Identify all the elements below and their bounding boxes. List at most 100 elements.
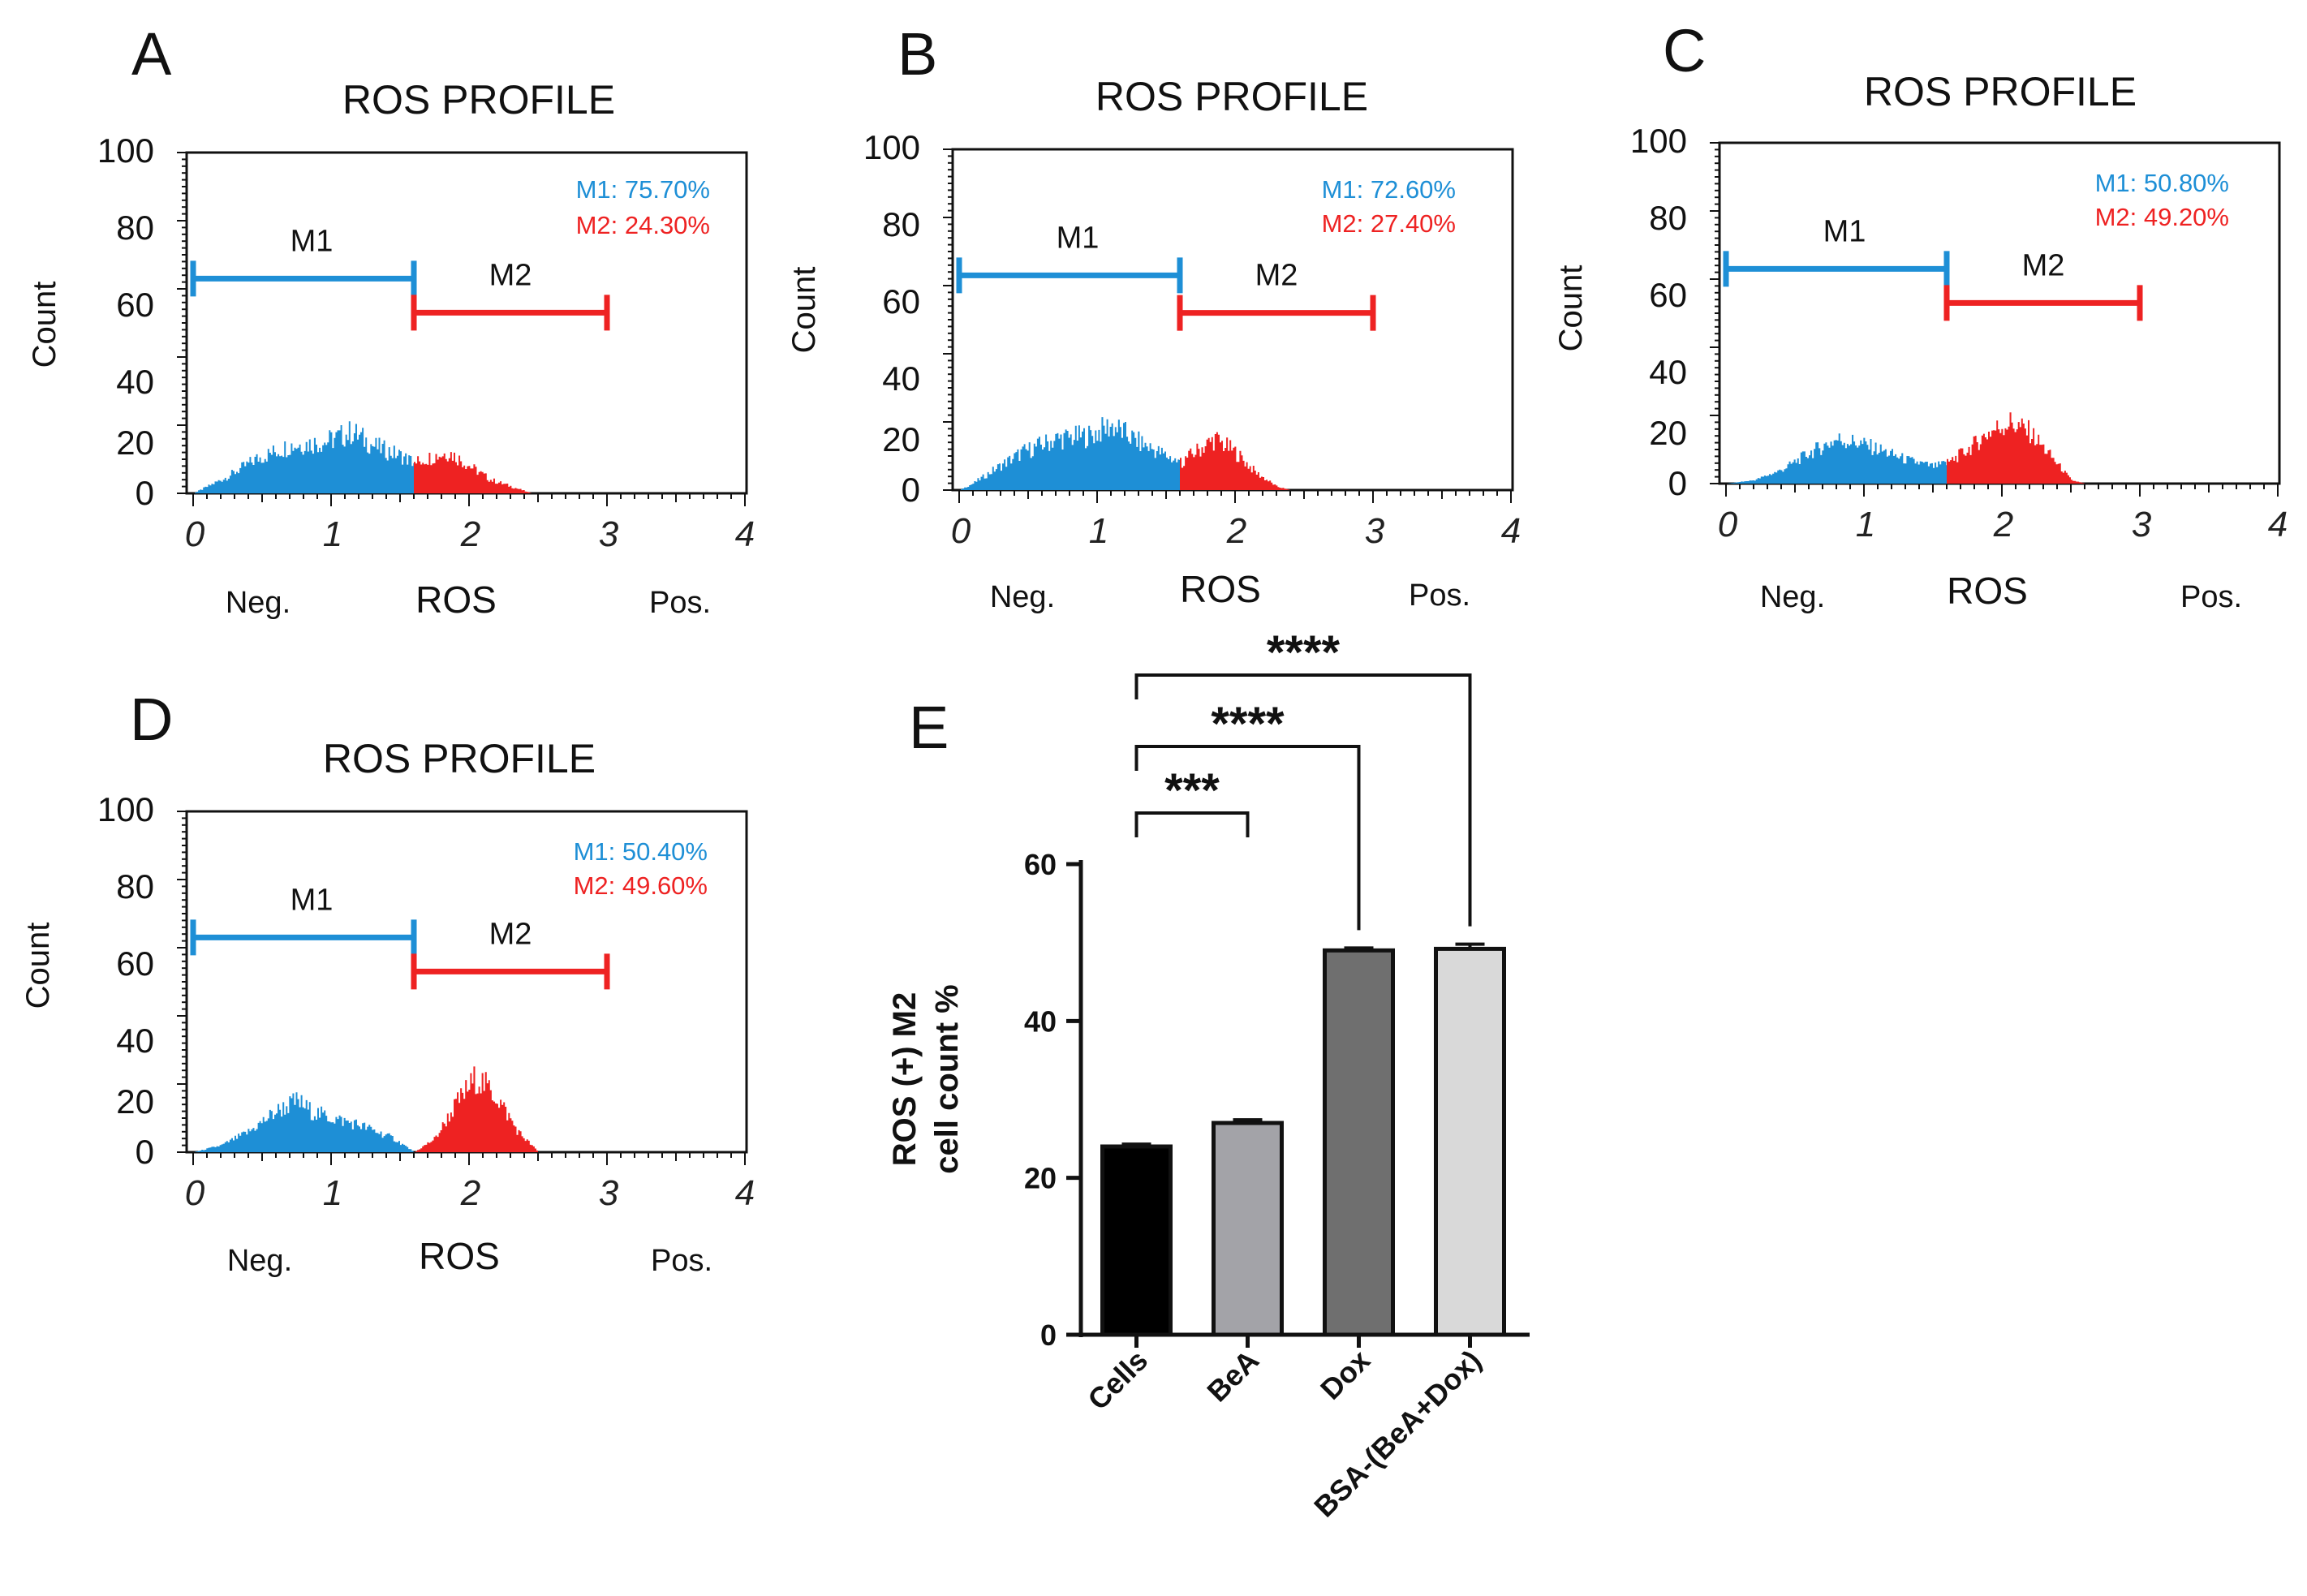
bars [1100, 942, 1506, 1337]
pos-label: Pos. [649, 586, 711, 620]
panel-e: E ROS (+) M2 cell count % 0 20 40 60 Cells B… [887, 626, 1530, 1524]
m1-percentage: M1: 75.70% [576, 175, 710, 204]
y-axis-label: Count [27, 282, 62, 368]
m2-percentage: M2: 24.30% [576, 211, 710, 239]
y-tick-label: 20 [882, 420, 920, 458]
m1-marker [956, 257, 1183, 294]
m2-histogram [414, 1066, 538, 1152]
y-tick-label: 80 [1649, 199, 1687, 237]
pos-label: Pos. [651, 1244, 712, 1278]
x-tick-label: 3 [2132, 505, 2152, 544]
chart-title: ROS PROFILE [1095, 74, 1368, 119]
x-tick-label: 0 [951, 511, 971, 551]
y-tick-label: 80 [116, 209, 154, 247]
m1-percentage: M1: 72.60% [1322, 175, 1456, 204]
x-tick-label: 4 [735, 1173, 755, 1213]
y-tick-label: 80 [882, 205, 920, 243]
m2-histogram [1180, 432, 1290, 490]
m1-histogram [1726, 433, 1947, 484]
y-tick-label: 20 [116, 424, 154, 462]
x-tick-label: 2 [1993, 505, 2013, 544]
plot-frame [185, 151, 748, 495]
x-tick-label: Dox [1314, 1344, 1376, 1406]
y-tick-label: 60 [116, 286, 154, 324]
m2-histogram [414, 452, 532, 493]
significance-brackets: *********** [1134, 626, 1472, 931]
x-tick-label: 3 [599, 1173, 619, 1213]
y-tick-label: 0 [1668, 464, 1687, 502]
pos-label: Pos. [1409, 579, 1470, 613]
x-tick-labels: 0 1 2 3 4 [1718, 505, 2288, 544]
y-tick-label: 40 [1024, 1004, 1057, 1038]
y-ticks: 0 20 40 60 [1024, 848, 1081, 1352]
histogram: M1 M2 [190, 224, 610, 493]
x-tick-label: 1 [323, 514, 342, 554]
y-tick-label: 40 [882, 359, 920, 398]
y-tick-labels: 100 80 60 40 20 0 [97, 790, 154, 1171]
x-tick-label: Cells [1081, 1344, 1154, 1417]
m1-histogram [193, 1092, 414, 1152]
y-tick-label: 60 [1649, 276, 1687, 314]
x-axis-label: ROS [419, 1235, 500, 1277]
m1-marker [190, 919, 417, 956]
x-tick-label: 0 [185, 1173, 205, 1213]
m1-histogram [193, 421, 414, 493]
y-axis-label: Count [786, 267, 822, 354]
panel-b: B ROS PROFILE 100 80 60 40 20 0 Count M1… [786, 20, 1521, 614]
tick-marks [177, 811, 746, 1165]
tick-marks [1710, 142, 2279, 497]
bar [1434, 946, 1506, 1337]
m2-percentage: M2: 49.20% [2095, 203, 2229, 231]
y-tick-label: 20 [1024, 1162, 1057, 1195]
significance-bracket [1134, 673, 1472, 927]
y-tick-labels: 100 80 60 40 20 0 [863, 128, 920, 509]
m2-marker [1177, 295, 1376, 331]
panel-letter: D [130, 686, 173, 753]
y-tick-label: 20 [116, 1082, 154, 1121]
x-tick-label: 2 [1226, 511, 1246, 551]
y-tick-label: 60 [116, 944, 154, 983]
neg-label: Neg. [226, 586, 291, 620]
m2-label: M2 [1255, 259, 1298, 293]
x-tick-label: 0 [1718, 505, 1738, 544]
x-tick-label: 2 [460, 514, 480, 554]
panel-d: D ROS PROFILE 100 80 60 40 20 0 Count M1… [20, 686, 755, 1278]
significance-label: **** [1267, 626, 1341, 679]
pos-label: Pos. [2180, 580, 2242, 614]
histogram: M1 M2 [956, 221, 1376, 490]
panel-a: A ROS PROFILE 100 80 60 40 20 0 Count M1… [27, 20, 755, 621]
m1-label: M1 [1057, 221, 1100, 255]
y-tick-label: 80 [116, 867, 154, 906]
m2-marker [411, 295, 610, 331]
y-tick-label: 100 [863, 128, 920, 166]
bar [1212, 1121, 1284, 1337]
m2-percentage: M2: 49.60% [574, 871, 708, 900]
significance-bracket [1134, 745, 1361, 931]
m1-percentage: M1: 50.40% [574, 837, 708, 866]
y-axis-label: ROS (+) M2 [887, 992, 923, 1166]
panel-letter: C [1663, 17, 1706, 84]
significance-bracket [1134, 811, 1250, 837]
chart-title: ROS PROFILE [1864, 69, 2137, 114]
bar [1323, 948, 1395, 1337]
chart-title: ROS PROFILE [342, 77, 615, 123]
y-axis-label: Count [1553, 265, 1589, 352]
x-tick-label: 3 [599, 514, 619, 554]
y-tick-label: 100 [97, 131, 154, 170]
x-tick-label: 1 [1856, 505, 1875, 544]
neg-label: Neg. [227, 1244, 292, 1278]
x-tick-label: 2 [460, 1173, 480, 1213]
y-tick-label: 20 [1649, 414, 1687, 452]
x-tick-label: 4 [735, 514, 755, 554]
tick-marks [177, 152, 746, 506]
m2-marker [411, 953, 610, 990]
x-tick-label: 4 [2268, 505, 2288, 544]
x-tick-labels: 0 1 2 3 4 [185, 1173, 755, 1213]
x-axis-label: ROS [1947, 570, 2028, 612]
m1-percentage: M1: 50.80% [2095, 169, 2229, 197]
panel-letter: A [131, 20, 172, 88]
x-tick-label: 3 [1365, 511, 1385, 551]
y-tick-label: 60 [882, 282, 920, 320]
y-axis-label: Count [20, 923, 56, 1009]
